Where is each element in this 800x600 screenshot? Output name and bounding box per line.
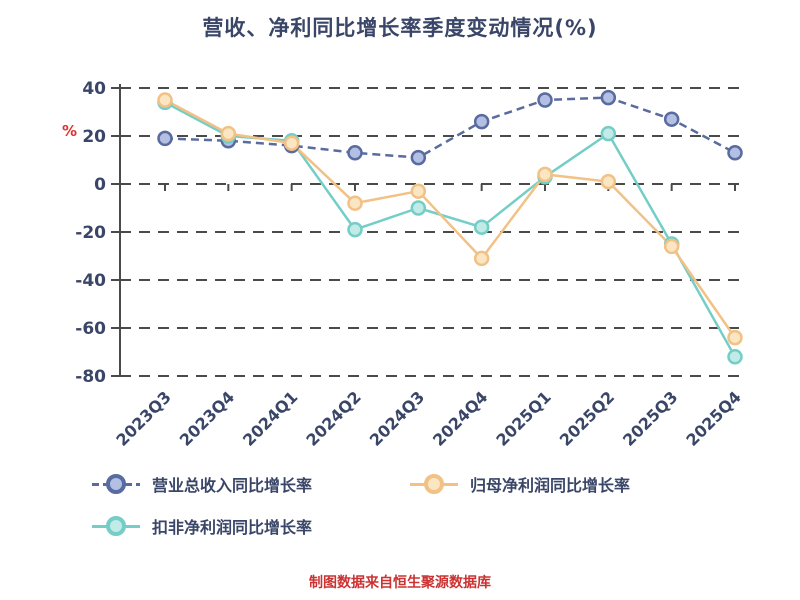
data-point-marker xyxy=(727,329,743,346)
line-circle-marker-icon xyxy=(92,474,140,494)
y-axis-tick-label: -60 xyxy=(75,319,106,339)
data-point-marker xyxy=(157,92,173,108)
legend-item-net-profit-growth[interactable]: 归母净利润同比增长率 xyxy=(410,472,630,496)
x-axis-tick-label: 2024Q2 xyxy=(302,387,364,449)
legend-dot xyxy=(106,516,126,536)
y-axis-tick-label: -20 xyxy=(75,223,106,243)
data-point-marker xyxy=(600,125,617,142)
data-point-marker xyxy=(537,166,553,183)
line-circle-marker-icon xyxy=(92,516,140,536)
data-point-marker xyxy=(473,219,490,235)
data-point-marker xyxy=(663,238,680,255)
data-point-marker xyxy=(347,195,363,211)
legend-label: 归母净利润同比增长率 xyxy=(470,476,631,495)
data-point-marker xyxy=(600,89,617,106)
x-axis-tick-label: 2025Q4 xyxy=(682,387,744,449)
legend-item-non-gaap-profit-growth[interactable]: 扣非净利润同比增长率 xyxy=(92,514,410,538)
chart-title: 营收、净利同比增长率季度变动情况(%) xyxy=(202,16,598,40)
data-point-marker xyxy=(283,135,300,151)
legend: 营业总收入同比增长率 归母净利润同比增长率 扣非净利润同比增长率 xyxy=(92,472,630,538)
x-axis-tick-label: 2023Q3 xyxy=(112,387,174,449)
data-point-marker xyxy=(473,113,490,130)
y-axis-unit-label: % xyxy=(62,122,78,140)
data-point-marker xyxy=(347,145,363,161)
line-chart-plot-area: 40 20 0 -20 -40 -60 -80 2023Q3 2023Q4 2024Q1 2024Q… xyxy=(75,79,745,450)
data-point-marker xyxy=(727,349,743,365)
data-point-marker xyxy=(663,111,680,127)
data-point-marker xyxy=(727,145,743,161)
x-axis-tick-label: 2025Q3 xyxy=(619,387,681,449)
x-axis-tick-label: 2024Q4 xyxy=(429,387,491,449)
x-axis-tick-label: 2025Q1 xyxy=(492,387,554,449)
x-axis-tick-label: 2025Q2 xyxy=(556,387,618,449)
legend-dot xyxy=(424,474,444,494)
x-axis-tick-label: 2024Q1 xyxy=(239,387,301,449)
data-point-marker xyxy=(410,183,427,199)
y-axis-tick-label: -80 xyxy=(75,367,106,387)
series-line-1 xyxy=(164,98,737,339)
y-axis-tick-label: -40 xyxy=(75,271,106,291)
data-point-marker xyxy=(347,221,363,238)
line-circle-marker-icon xyxy=(410,474,458,494)
y-axis-tick-label: 20 xyxy=(82,127,106,147)
data-point-marker xyxy=(600,173,617,190)
x-axis-tick-label: 2023Q4 xyxy=(176,387,238,449)
legend-item-revenue-growth[interactable]: 营业总收入同比增长率 xyxy=(92,472,410,496)
legend-dot xyxy=(106,474,126,494)
data-point-marker xyxy=(473,250,490,267)
legend-label: 营业总收入同比增长率 xyxy=(152,476,313,495)
data-point-marker xyxy=(157,130,173,147)
data-point-marker xyxy=(410,149,427,166)
data-point-marker xyxy=(220,125,237,142)
data-point-marker xyxy=(537,92,553,108)
data-source-note: 制图数据来自恒生聚源数据库 xyxy=(309,575,491,591)
data-point-marker xyxy=(410,200,427,216)
y-axis-tick-label: 0 xyxy=(94,175,106,195)
x-axis-tick-label: 2024Q3 xyxy=(366,387,428,449)
series-line-0 xyxy=(164,96,736,159)
legend-label: 扣非净利润同比增长率 xyxy=(152,518,313,537)
y-axis-tick-label: 40 xyxy=(82,79,106,99)
